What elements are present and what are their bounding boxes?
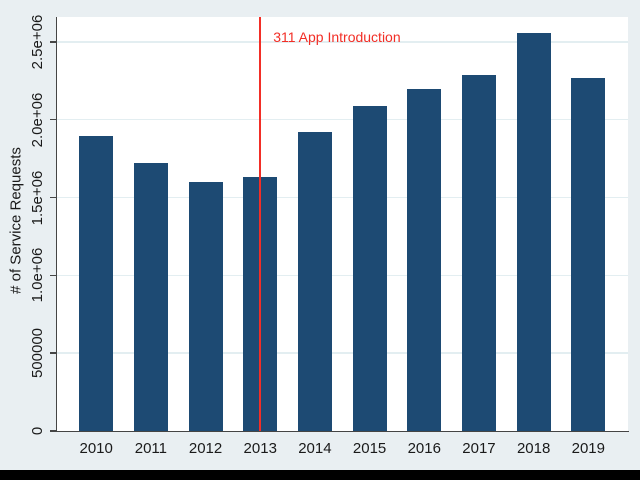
y-axis-title: # of Service Requests (7, 147, 25, 294)
y-tick-mark (49, 196, 56, 199)
gridline-500000 (57, 352, 628, 354)
y-tick-mark (49, 352, 56, 354)
gridline-2.0e+06 (57, 118, 628, 121)
bar-2010 (79, 136, 114, 431)
bar-2012 (188, 181, 223, 431)
y-tick-label: 1.0e+06 (29, 248, 46, 303)
y-tick-label: 0 (29, 426, 46, 436)
y-tick-mark (49, 274, 56, 277)
bar-2016 (407, 89, 442, 431)
gridline-1.5e+06 (57, 196, 628, 199)
chart-figure: 311 App Introduction # of Service Reques… (0, 0, 640, 470)
y-tick-mark (49, 430, 56, 432)
y-axis-line (55, 17, 57, 432)
gridline-1.0e+06 (57, 274, 628, 277)
y-tick-label: 2.5e+06 (29, 14, 46, 70)
y-tick-label: 2.0e+06 (29, 92, 46, 148)
x-axis-line (55, 430, 629, 432)
letterbox-bar (0, 470, 640, 480)
bar-2018 (516, 32, 551, 431)
x-tick-label-2013: 2013 (243, 440, 277, 457)
bar-2019 (571, 78, 606, 431)
y-tick-label: 500000 (29, 328, 46, 379)
x-tick-label-2019: 2019 (571, 440, 605, 457)
bar-2015 (352, 106, 387, 431)
bar-2017 (461, 74, 496, 431)
bar-2011 (133, 163, 168, 431)
bar-2014 (297, 132, 332, 431)
x-tick-label-2018: 2018 (516, 440, 551, 457)
y-tick-mark (49, 41, 56, 43)
x-tick-label-2012: 2012 (188, 440, 223, 457)
x-tick-label-2015: 2015 (352, 440, 387, 457)
x-tick-label-2017: 2017 (462, 440, 496, 457)
y-tick-label: 1.5e+06 (29, 170, 46, 225)
reference-line-311-introduction (259, 17, 262, 431)
gridline-2.5e+06 (57, 41, 628, 43)
y-tick-mark (49, 118, 56, 121)
vline-annotation-text: 311 App Introduction (273, 29, 401, 45)
x-tick-label-2014: 2014 (298, 440, 332, 457)
plot-area: 311 App Introduction (57, 17, 628, 431)
x-tick-label-2016: 2016 (407, 440, 441, 457)
x-tick-label-2010: 2010 (79, 440, 113, 457)
x-tick-label-2011: 2011 (134, 440, 167, 457)
